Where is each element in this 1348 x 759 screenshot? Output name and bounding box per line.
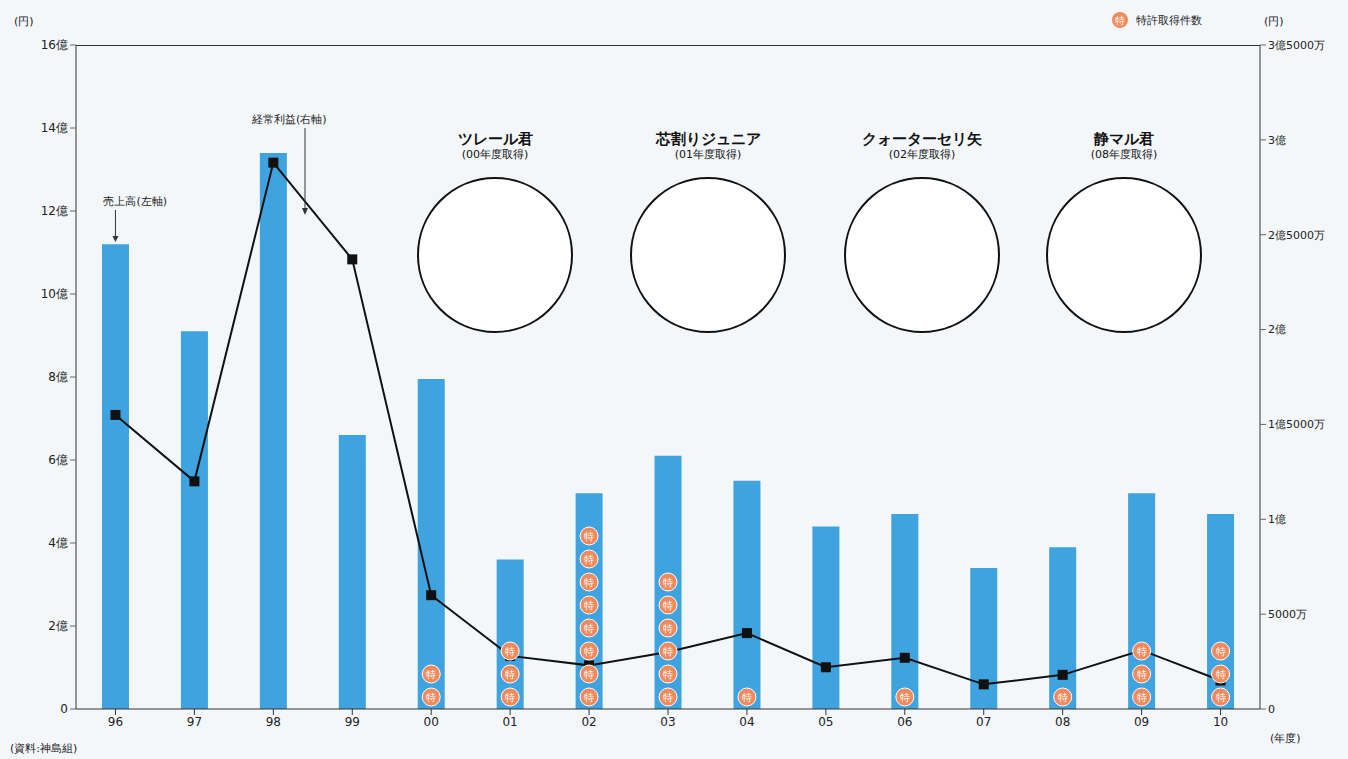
svg-text:3億5000万: 3億5000万 <box>1268 39 1325 52</box>
svg-text:特: 特 <box>584 669 594 680</box>
svg-text:10億: 10億 <box>41 287 68 301</box>
html-text:(円): (円) <box>1264 15 1284 28</box>
svg-text:2億: 2億 <box>1268 323 1286 336</box>
svg-text:98: 98 <box>266 715 281 729</box>
svg-text:4億: 4億 <box>48 536 68 550</box>
svg-text:1億: 1億 <box>1268 513 1286 526</box>
svg-text:特: 特 <box>584 554 594 565</box>
svg-text:特: 特 <box>663 646 673 657</box>
svg-text:特: 特 <box>900 692 910 703</box>
svg-text:特: 特 <box>1216 669 1226 680</box>
svg-text:5000万: 5000万 <box>1268 608 1307 621</box>
svg-text:3億: 3億 <box>1268 134 1286 147</box>
svg-text:96: 96 <box>108 715 123 729</box>
svg-text:特: 特 <box>1216 692 1226 703</box>
svg-text:01: 01 <box>502 715 517 729</box>
svg-text:02: 02 <box>581 715 596 729</box>
svg-text:6億: 6億 <box>48 453 68 467</box>
svg-text:特: 特 <box>505 646 515 657</box>
svg-text:05: 05 <box>818 715 833 729</box>
html-text:(01年度取得): (01年度取得) <box>674 148 742 161</box>
svg-text:2億: 2億 <box>48 619 68 633</box>
html-text:(資料:神島組): (資料:神島組) <box>10 742 78 755</box>
svg-text:特: 特 <box>584 600 594 611</box>
svg-text:特: 特 <box>426 669 436 680</box>
svg-text:特: 特 <box>584 531 594 542</box>
svg-text:03: 03 <box>660 715 675 729</box>
svg-text:特: 特 <box>663 577 673 588</box>
svg-text:10: 10 <box>1213 715 1228 729</box>
svg-text:特: 特 <box>1137 692 1147 703</box>
svg-text:14億: 14億 <box>41 121 68 135</box>
html-text:売上高(左軸): 売上高(左軸) <box>103 195 167 208</box>
svg-text:2億5000万: 2億5000万 <box>1268 229 1325 242</box>
svg-text:特: 特 <box>663 623 673 634</box>
svg-text:00: 00 <box>424 715 439 729</box>
html-text:クォーターセリ矢: クォーターセリ矢 <box>862 130 982 148</box>
html-text:経常利益(右軸): 経常利益(右軸) <box>252 113 327 126</box>
svg-text:特: 特 <box>663 692 673 703</box>
html-text:(年度): (年度) <box>1270 732 1301 745</box>
svg-text:16億: 16億 <box>41 38 68 52</box>
svg-text:特: 特 <box>742 692 752 703</box>
svg-text:特: 特 <box>505 669 515 680</box>
html-text:芯割りジュニア: 芯割りジュニア <box>655 130 761 148</box>
html-text:(円): (円) <box>14 15 34 28</box>
svg-text:07: 07 <box>976 715 991 729</box>
svg-text:特: 特 <box>1115 15 1125 26</box>
html-text:(00年度取得): (00年度取得) <box>461 148 529 161</box>
svg-text:特: 特 <box>584 577 594 588</box>
html-text:ツレール君: ツレール君 <box>457 130 533 148</box>
svg-text:09: 09 <box>1134 715 1149 729</box>
svg-text:特: 特 <box>584 646 594 657</box>
svg-text:12億: 12億 <box>41 204 68 218</box>
svg-text:0: 0 <box>60 702 68 716</box>
svg-text:特: 特 <box>663 669 673 680</box>
svg-text:1億5000万: 1億5000万 <box>1268 418 1325 431</box>
svg-text:0: 0 <box>1268 703 1275 716</box>
html-text:静マル君: 静マル君 <box>1094 130 1154 148</box>
svg-text:特: 特 <box>584 623 594 634</box>
svg-text:06: 06 <box>897 715 912 729</box>
svg-text:8億: 8億 <box>48 370 68 384</box>
svg-text:08: 08 <box>1055 715 1070 729</box>
svg-text:04: 04 <box>739 715 754 729</box>
html-text:(08年度取得): (08年度取得) <box>1090 148 1158 161</box>
svg-text:97: 97 <box>187 715 202 729</box>
svg-text:特: 特 <box>505 692 515 703</box>
svg-text:99: 99 <box>345 715 360 729</box>
svg-text:特: 特 <box>1216 646 1226 657</box>
svg-text:特: 特 <box>663 600 673 611</box>
html-text:特許取得件数: 特許取得件数 <box>1136 13 1202 27</box>
svg-text:特: 特 <box>1137 646 1147 657</box>
html-text:(02年度取得): (02年度取得) <box>888 148 956 161</box>
svg-text:特: 特 <box>426 692 436 703</box>
svg-text:特: 特 <box>1137 669 1147 680</box>
svg-text:特: 特 <box>1058 692 1068 703</box>
svg-text:特: 特 <box>584 692 594 703</box>
